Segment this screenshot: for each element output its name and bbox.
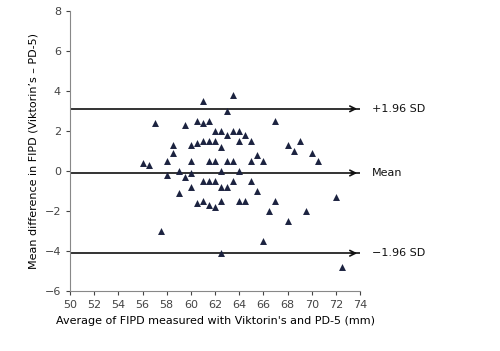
Point (223, 132, 231, 138)
Point (272, 118, 280, 124)
Point (187, 184, 195, 190)
Point (241, 132, 249, 138)
Point (205, 118, 213, 124)
Point (248, 158, 256, 164)
Point (217, 184, 225, 190)
Point (193, 200, 201, 206)
Point (199, 138, 207, 144)
Point (248, 138, 256, 144)
Point (217, 144, 225, 150)
Point (229, 178, 237, 184)
Point (211, 204, 219, 210)
Point (199, 198, 207, 204)
Point (338, 264, 346, 270)
Point (241, 198, 249, 204)
X-axis label: Average of FIPD measured with Viktorin's and PD-5 (mm): Average of FIPD measured with Viktorin's… (56, 316, 374, 326)
Point (193, 140, 201, 146)
Point (217, 128, 225, 134)
Point (314, 158, 322, 164)
Point (211, 128, 219, 134)
Point (217, 168, 225, 174)
Point (217, 198, 225, 204)
Point (193, 118, 201, 124)
Point (156, 229, 164, 234)
Point (199, 178, 207, 184)
Point (211, 138, 219, 144)
Point (260, 238, 268, 244)
Point (302, 208, 310, 214)
Text: Mean: Mean (372, 168, 402, 178)
Point (217, 250, 225, 256)
Point (235, 128, 243, 134)
Point (150, 120, 158, 126)
Point (284, 142, 292, 148)
Point (211, 158, 219, 164)
Point (229, 128, 237, 134)
Point (205, 202, 213, 208)
Point (162, 172, 170, 178)
Point (187, 142, 195, 148)
Point (229, 92, 237, 98)
Point (181, 122, 189, 128)
Point (175, 168, 183, 174)
Point (266, 208, 274, 214)
Point (254, 152, 262, 158)
Point (248, 178, 256, 184)
Point (199, 120, 207, 126)
Point (296, 138, 304, 144)
Point (284, 218, 292, 224)
Point (223, 158, 231, 164)
Point (235, 138, 243, 144)
Point (187, 158, 195, 164)
Text: −1.96 SD: −1.96 SD (372, 248, 425, 258)
Point (144, 162, 152, 168)
Point (272, 198, 280, 204)
Text: +1.96 SD: +1.96 SD (372, 104, 425, 114)
Point (254, 188, 262, 194)
Point (205, 138, 213, 144)
Point (205, 158, 213, 164)
Point (290, 148, 298, 154)
Point (235, 198, 243, 204)
Point (168, 150, 176, 156)
Point (199, 98, 207, 104)
Point (211, 178, 219, 184)
Point (260, 158, 268, 164)
Point (175, 190, 183, 196)
Point (223, 108, 231, 114)
Point (205, 178, 213, 184)
Point (235, 168, 243, 174)
Point (332, 194, 340, 200)
Point (308, 150, 316, 156)
Point (162, 158, 170, 164)
Point (138, 160, 146, 166)
Point (168, 142, 176, 148)
Y-axis label: Mean difference in FIPD (Viktorin’s – PD-5): Mean difference in FIPD (Viktorin’s – PD… (29, 33, 39, 269)
Point (229, 158, 237, 164)
Point (223, 184, 231, 190)
Point (187, 170, 195, 176)
Point (181, 174, 189, 180)
